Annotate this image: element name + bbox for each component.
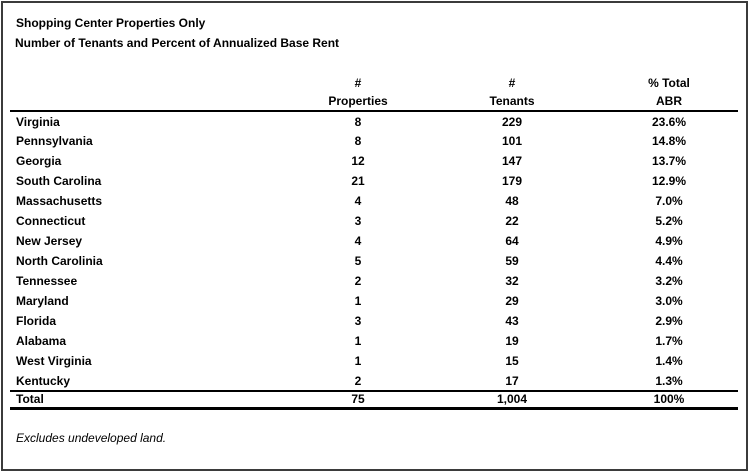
properties-cell: 4 — [354, 194, 362, 208]
properties-cell: 3 — [354, 214, 362, 228]
total-row: Total 75 1,004 100% — [10, 391, 738, 410]
abr-cell: 4.9% — [655, 234, 683, 248]
properties-cell: 2 — [292, 371, 424, 392]
header-properties-line1: # — [354, 75, 362, 90]
state-cell: Maryland — [16, 294, 69, 308]
abr-cell: 3.2% — [655, 274, 683, 288]
header-row-1: # # % Total — [10, 73, 738, 92]
tenants-cell: 19 — [505, 334, 519, 348]
tenants-cell: 48 — [505, 194, 519, 208]
properties-cell: 5 — [354, 254, 362, 268]
table-body: Virginia 8 229 23.6% Pennsylvania 8 101 … — [10, 111, 738, 392]
table-row: Connecticut 3 22 5.2% — [10, 211, 738, 231]
header-abr-line2: ABR — [600, 92, 738, 112]
state-cell: Massachusetts — [16, 194, 103, 208]
properties-cell: 12 — [351, 154, 365, 168]
abr-cell: 7.0% — [655, 194, 683, 208]
properties-cell: 8 — [354, 114, 362, 129]
properties-cell: 1 — [354, 334, 362, 348]
state-cell: West Virginia — [16, 354, 92, 368]
header-state-line1 — [10, 73, 292, 92]
properties-cell: 8 — [354, 134, 362, 148]
state-cell: Virginia — [16, 114, 60, 129]
document-subtitle: Number of Tenants and Percent of Annuali… — [15, 36, 340, 50]
total-label: Total — [10, 391, 292, 410]
header-row-2: Properties Tenants ABR — [10, 92, 738, 112]
table-row: Alabama 1 19 1.7% — [10, 331, 738, 351]
properties-cell: 1 — [354, 354, 362, 368]
abr-cell: 5.2% — [655, 214, 683, 228]
abr-cell: 1.7% — [655, 334, 683, 348]
tenants-cell: 229 — [501, 114, 523, 129]
state-cell: Florida — [16, 314, 57, 328]
abr-cell: 12.9% — [651, 174, 687, 188]
state-cell: South Carolina — [16, 174, 102, 188]
abr-cell: 13.7% — [651, 154, 687, 168]
abr-cell: 14.8% — [651, 134, 687, 148]
properties-cell: 21 — [351, 174, 365, 188]
header-abr-line1: % Total — [648, 75, 690, 90]
tenants-cell: 64 — [505, 234, 519, 248]
tenants-cell: 32 — [505, 274, 519, 288]
abr-cell: 1.3% — [600, 371, 738, 392]
state-cell: Tennessee — [16, 274, 78, 288]
table-row: Massachusetts 4 48 7.0% — [10, 191, 738, 211]
abr-cell: 3.0% — [655, 294, 683, 308]
tenants-cell: 59 — [505, 254, 519, 268]
properties-cell: 4 — [354, 234, 362, 248]
tenants-cell: 179 — [501, 174, 523, 188]
abr-cell: 4.4% — [655, 254, 683, 268]
tenants-cell: 147 — [501, 154, 523, 168]
state-cell: Connecticut — [16, 214, 86, 228]
table-row: New Jersey 4 64 4.9% — [10, 231, 738, 251]
table-row: West Virginia 1 15 1.4% — [10, 351, 738, 371]
header-properties-line2: Properties — [292, 92, 424, 112]
state-cell: New Jersey — [16, 234, 83, 248]
tenants-cell: 101 — [501, 134, 523, 148]
abr-cell: 2.9% — [655, 314, 683, 328]
state-cell: Kentucky — [10, 371, 292, 392]
table-row: Virginia 8 229 23.6% — [10, 111, 738, 131]
tenants-cell: 15 — [505, 354, 519, 368]
total-tenants: 1,004 — [424, 391, 600, 410]
properties-cell: 3 — [354, 314, 362, 328]
header-state-line2 — [10, 92, 292, 112]
table-header: # # % Total Properties Tenants ABR — [10, 73, 738, 112]
table-row: Georgia 12 147 13.7% — [10, 151, 738, 171]
table-footer: Total 75 1,004 100% — [10, 391, 738, 410]
state-cell: Pennsylvania — [16, 134, 93, 148]
tenants-cell: 17 — [424, 371, 600, 392]
tenants-cell: 22 — [505, 214, 519, 228]
tenants-cell: 29 — [505, 294, 519, 308]
properties-cell: 2 — [354, 274, 362, 288]
table-row: Pennsylvania 8 101 14.8% — [10, 131, 738, 151]
properties-cell: 1 — [354, 294, 362, 308]
header-tenants-line2: Tenants — [424, 92, 600, 112]
table-row: South Carolina 21 179 12.9% — [10, 171, 738, 191]
state-cell: Alabama — [16, 334, 67, 348]
table-row: Tennessee 2 32 3.2% — [10, 271, 738, 291]
footnote: Excludes undeveloped land. — [16, 430, 167, 445]
state-cell: Georgia — [16, 154, 62, 168]
tenants-cell: 43 — [505, 314, 519, 328]
document-title: Shopping Center Properties Only — [16, 16, 206, 30]
table-row: Kentucky 2 17 1.3% — [10, 371, 738, 392]
total-abr: 100% — [600, 391, 738, 410]
table-row: Maryland 1 29 3.0% — [10, 291, 738, 311]
abr-cell: 23.6% — [651, 114, 687, 129]
total-properties: 75 — [292, 391, 424, 410]
state-cell: North Carolinia — [16, 254, 103, 268]
table-row: North Carolinia 5 59 4.4% — [10, 251, 738, 271]
properties-table: # # % Total Properties Tenants ABR Virgi… — [10, 73, 738, 410]
abr-cell: 1.4% — [655, 354, 683, 368]
table-row: Florida 3 43 2.9% — [10, 311, 738, 331]
header-tenants-line1: # — [508, 75, 516, 90]
